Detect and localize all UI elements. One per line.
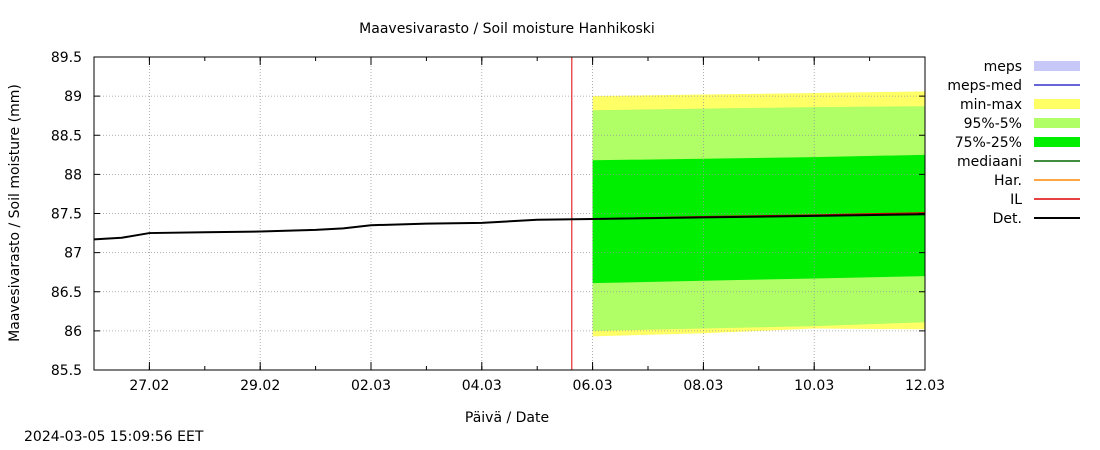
- legend-label: min-max: [960, 97, 1022, 113]
- chart-title: Maavesivarasto / Soil moisture Hanhikosk…: [359, 21, 655, 37]
- x-tick-label: 02.03: [351, 378, 391, 394]
- legend-label: Har.: [994, 173, 1022, 189]
- legend-label: meps: [984, 59, 1022, 75]
- legend: meps meps-med min-max 95%-5% 75%-25% mediaani…: [947, 59, 1080, 227]
- x-tick-label: 04.03: [462, 378, 502, 394]
- y-tick-label: 89.5: [51, 50, 82, 66]
- series-line-det: [93, 213, 926, 241]
- legend-swatch-box: [1034, 137, 1080, 147]
- x-tick-label: 10.03: [794, 378, 834, 394]
- y-tick-label: 87.5: [51, 207, 82, 223]
- band-75-25: [592, 154, 925, 284]
- grid-lines: [94, 57, 925, 370]
- legend-swatch-box: [1034, 99, 1080, 109]
- x-tick-label: 08.03: [683, 378, 723, 394]
- legend-label: 75%-25%: [955, 135, 1022, 151]
- y-tick-label: 88.5: [51, 128, 82, 144]
- legend-swatch-box: [1034, 118, 1080, 128]
- y-tick-label: 86.5: [51, 285, 82, 301]
- timestamp: 2024-03-05 15:09:56 EET: [24, 429, 204, 445]
- y-tick-label: 85.5: [51, 363, 82, 379]
- y-axis-ticks: 85.5 86 86.5 87 87.5 88 88.5 89 89.5: [51, 50, 925, 379]
- legend-swatch-box: [1034, 61, 1080, 71]
- series-lines: [93, 212, 926, 241]
- legend-label: Det.: [993, 211, 1022, 227]
- x-tick-label: 12.03: [905, 378, 945, 394]
- x-tick-label: 29.02: [240, 378, 280, 394]
- legend-label: 95%-5%: [964, 116, 1022, 132]
- y-axis-label: Maavesivarasto / Soil moisture (mm): [7, 84, 23, 342]
- y-tick-label: 89: [64, 89, 82, 105]
- percentile-bands: [592, 91, 925, 337]
- y-tick-label: 86: [64, 324, 82, 340]
- legend-label: IL: [1010, 192, 1022, 208]
- legend-label: mediaani: [957, 154, 1022, 170]
- x-tick-label: 06.03: [573, 378, 613, 394]
- y-tick-label: 88: [64, 167, 82, 183]
- x-axis-ticks: 27.02 29.02 02.03 04.03 06.03 08.03 10.03 12.03: [93, 57, 945, 394]
- x-axis-label: Päivä / Date: [465, 410, 549, 426]
- y-tick-label: 87: [64, 246, 82, 262]
- x-tick-label: 27.02: [129, 378, 169, 394]
- legend-label: meps-med: [947, 78, 1022, 94]
